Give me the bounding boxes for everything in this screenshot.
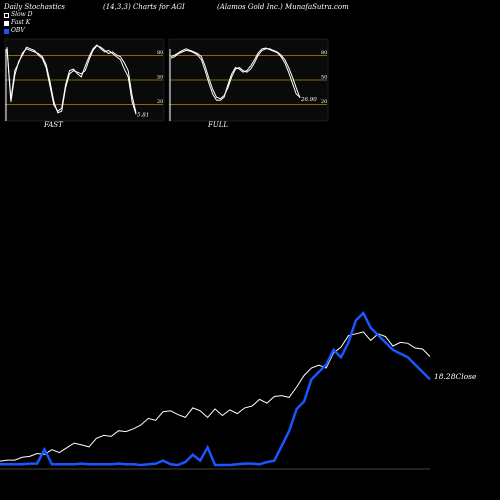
legend-item-slow-d: Slow D <box>4 11 33 19</box>
close-price-line <box>0 331 431 462</box>
fast-panel-label: FAST <box>44 121 63 129</box>
fast-ytick-label-20: 20 <box>157 99 163 105</box>
chart-header-middle: (14,3,3) Charts for AGI <box>103 3 185 11</box>
full-end-value-label: 26.90 <box>300 97 317 103</box>
full-ytick-label-20: 20 <box>321 99 327 105</box>
legend-label-fast-k: Fast K <box>11 19 31 26</box>
full-panel-label: FULL <box>208 121 229 129</box>
legend-item-fast-k: Fast K <box>4 19 33 27</box>
fast-end-value-label: 5.81 <box>137 112 149 118</box>
legend-label-obv: OBV <box>11 27 25 34</box>
legend-swatch-obv <box>4 28 9 34</box>
fast-ytick-label-80: 80 <box>157 50 163 56</box>
full-stoch-series-d <box>170 47 301 101</box>
legend-label-slow-d: Slow D <box>11 11 33 18</box>
full-ytick-label-50: 50 <box>321 75 327 81</box>
chart-header-left: Daily Stochastics <box>4 3 66 11</box>
fast-ytick-label-50: 50 <box>157 75 163 81</box>
obv-line <box>0 310 431 467</box>
legend-swatch-fast-k <box>4 20 9 26</box>
fast-stoch-series-k <box>6 45 137 114</box>
legend-item-obv: OBV <box>4 27 33 35</box>
fast-stoch-series-d <box>6 44 137 115</box>
close-price-label: 18.28Close <box>434 372 477 381</box>
legend: Slow D Fast K OBV <box>4 11 33 35</box>
chart-header-right: (Alamos Gold Inc.) MunafaSutra.com <box>217 3 349 11</box>
full-ytick-label-80: 80 <box>321 50 327 56</box>
legend-swatch-slow-d <box>4 12 9 18</box>
full-stoch-series-k <box>170 48 301 100</box>
